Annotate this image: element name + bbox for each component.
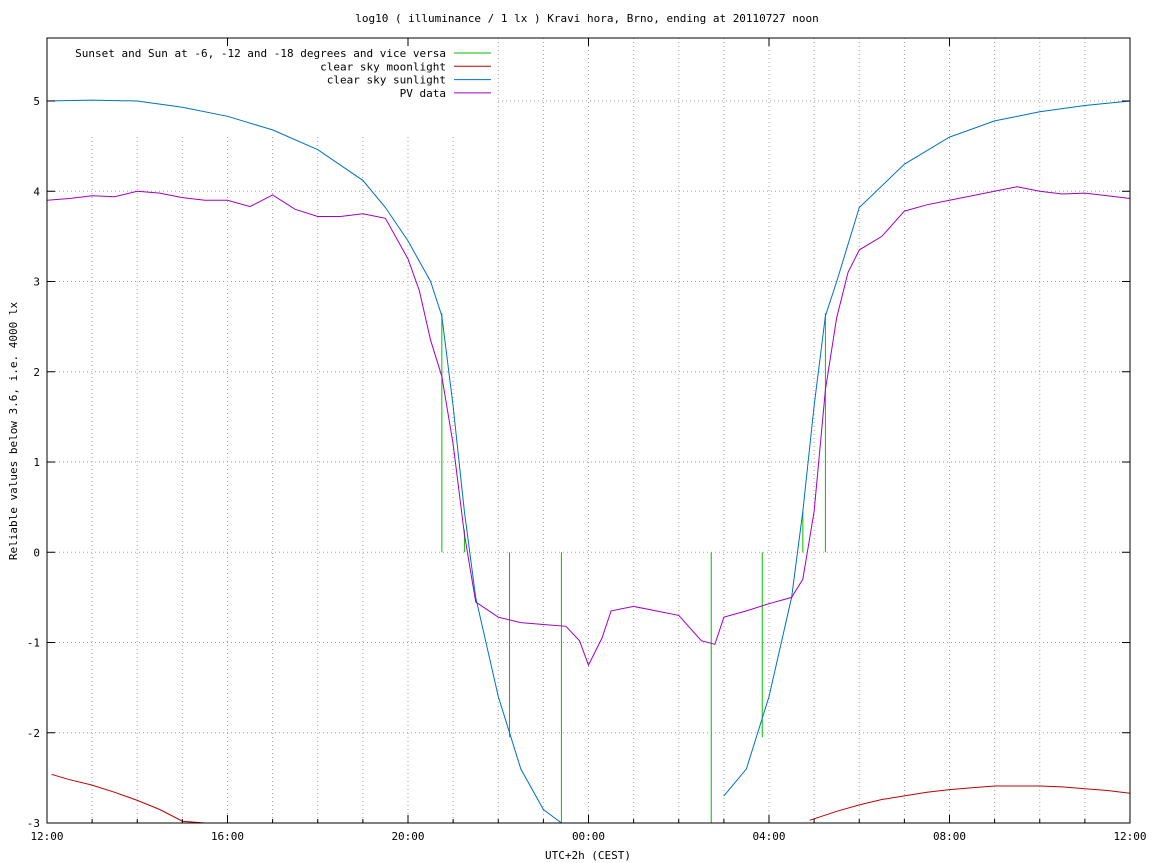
legend-label: Sunset and Sun at -6, -12 and -18 degree… xyxy=(75,47,446,60)
x-tick-label: 12:00 xyxy=(1113,830,1146,843)
y-axis-label: Reliable values below 3.6, i.e. 4000 lx xyxy=(7,301,20,560)
y-tick-label: -3 xyxy=(27,817,40,830)
series-line-clear-sky-sunlight xyxy=(723,100,1131,797)
legend: Sunset and Sun at -6, -12 and -18 degree… xyxy=(75,47,491,100)
chart-title: log10 ( illuminance / 1 lx ) Kravi hora,… xyxy=(355,12,819,25)
x-tick-label: 16:00 xyxy=(211,830,244,843)
x-tick-label: 08:00 xyxy=(933,830,966,843)
y-tick-label: -1 xyxy=(27,637,40,650)
legend-label: clear sky moonlight xyxy=(320,60,446,73)
x-tick-label: 12:00 xyxy=(30,830,63,843)
series-line-clear-sky-moonlight xyxy=(51,773,205,824)
x-tick-label: 20:00 xyxy=(391,830,424,843)
y-tick-label: 4 xyxy=(33,185,40,198)
series-line-pv-data xyxy=(46,186,1131,667)
y-tick-label: 1 xyxy=(33,456,40,469)
grid-lines xyxy=(47,38,1130,823)
y-tick-label: 2 xyxy=(33,366,40,379)
x-axis-label: UTC+2h (CEST) xyxy=(545,849,631,862)
series-line-clear-sky-sunlight xyxy=(46,99,562,824)
axis-ticks: 12:00 16:00 20:00 00:00 04:00 08:00 12:00 5 4 3 2 1… xyxy=(27,38,1147,843)
legend-label: clear sky sunlight xyxy=(327,74,446,87)
y-tick-label: 5 xyxy=(33,95,40,108)
series-line-clear-sky-moonlight xyxy=(809,785,1131,821)
y-tick-label: 0 xyxy=(33,546,40,559)
plot-series xyxy=(46,99,1131,824)
legend-label: PV data xyxy=(400,87,446,100)
x-tick-label: 04:00 xyxy=(752,830,785,843)
x-tick-label: 00:00 xyxy=(572,830,605,843)
y-tick-label: -2 xyxy=(27,727,40,740)
y-tick-label: 3 xyxy=(33,276,40,289)
